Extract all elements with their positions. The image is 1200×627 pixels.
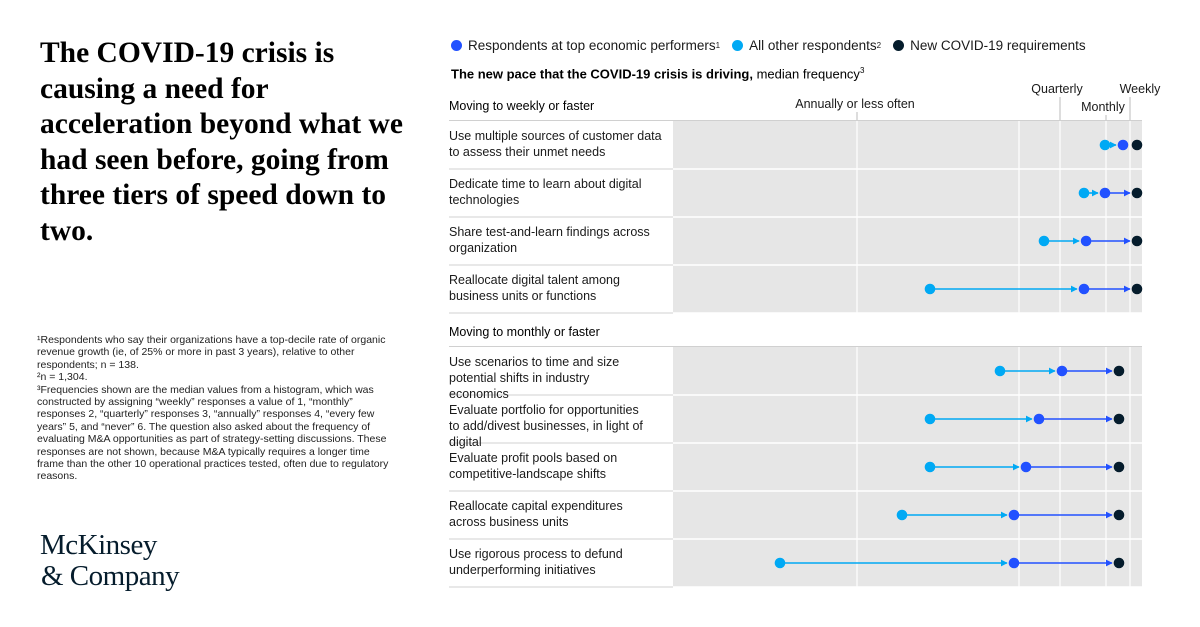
logo-line-2: & Company [41, 560, 180, 592]
row-label-line: across business units [449, 515, 569, 529]
row-label-line: economics [449, 387, 509, 401]
x-tick-label: Monthly [1081, 100, 1126, 114]
row-label-line: Evaluate portfolio for opportunities [449, 403, 639, 417]
legend-label-other: All other respondents [749, 38, 877, 53]
row-label-line: potential shifts in industry [449, 371, 590, 385]
row-label-line: Use multiple sources of customer data [449, 129, 662, 143]
headline: The COVID-19 crisis is causing a need fo… [40, 37, 403, 247]
legend-item-new: New COVID-19 requirements [893, 38, 1086, 53]
row-label-line: business units or functions [449, 289, 596, 303]
legend-label-new: New COVID-19 requirements [910, 38, 1086, 53]
row-label: Use multiple sources of customer data to … [449, 129, 662, 159]
legend-label-top: Respondents at top economic performers [468, 38, 716, 53]
row-label-line: Evaluate profit pools based on [449, 451, 617, 465]
dot-other [896, 509, 908, 521]
row-label-line: to add/divest businesses, in light of [449, 419, 643, 433]
dot-new [1113, 509, 1125, 521]
dot-top [1008, 557, 1020, 569]
dot-new [1113, 461, 1125, 473]
row-label-line: digital [449, 435, 482, 449]
dot-other [994, 365, 1006, 377]
group-title: Moving to weekly or faster [449, 99, 594, 113]
dot-other [924, 461, 936, 473]
row-label: Evaluate portfolio for opportunities to a… [449, 403, 643, 449]
row-label-line: Dedicate time to learn about digital [449, 177, 641, 191]
row-label-line: Share test-and-learn findings across [449, 225, 650, 239]
dot-new [1113, 365, 1125, 377]
footnote-3: ³Frequencies shown are the median values… [37, 383, 389, 483]
dot-new [1131, 283, 1143, 295]
row-label: Use scenarios to time and size potential … [449, 355, 619, 401]
footnotes: ¹Respondents who say their organizations… [37, 334, 397, 483]
row-label: Reallocate capital expenditures across bu… [449, 499, 623, 529]
dot-top [1099, 187, 1111, 199]
dot-other [1099, 139, 1111, 151]
dot-new [1113, 413, 1125, 425]
row-label-line: Reallocate digital talent among [449, 273, 620, 287]
group-title: Moving to monthly or faster [449, 325, 600, 339]
row-label: Share test-and-learn findings across orga… [449, 225, 650, 255]
footnote-1: ¹Respondents who say their organizations… [37, 334, 386, 371]
legend-sup-other: 2 [876, 41, 882, 50]
row-label: Dedicate time to learn about digital tech… [449, 177, 641, 207]
row-label: Reallocate digital talent among business … [449, 273, 620, 303]
chart-legend: Respondents at top economic performers 1 … [451, 38, 1098, 53]
dot-new [1131, 139, 1143, 151]
dot-new [1131, 235, 1143, 247]
legend-item-other: All other respondents 2 [732, 38, 881, 53]
dot-new [1131, 187, 1143, 199]
footnote-2: ²n = 1,304. [37, 371, 88, 384]
subtitle-bold: The new pace that the COVID-19 crisis is… [451, 66, 753, 82]
dot-other [924, 283, 936, 295]
chart-subtitle: The new pace that the COVID-19 crisis is… [451, 66, 864, 81]
dot-other [774, 557, 786, 569]
row-label-line: underperforming initiatives [449, 563, 596, 577]
dot-top [1056, 365, 1068, 377]
dot-top [1008, 509, 1020, 521]
subtitle-sup: 3 [859, 66, 865, 75]
legend-dot-new [893, 40, 905, 51]
logo-line-1: McKinsey [40, 529, 157, 561]
row-label-line: to assess their unmet needs [449, 145, 605, 159]
legend-dot-other [732, 40, 744, 51]
row-label: Evaluate profit pools based on competitiv… [449, 451, 617, 481]
legend-item-top: Respondents at top economic performers 1 [451, 38, 720, 53]
row-label-line: competitive-landscape shifts [449, 467, 606, 481]
dot-new [1113, 557, 1125, 569]
subtitle-normal: median frequency [752, 66, 860, 82]
dot-top [1033, 413, 1045, 425]
row-label-line: technologies [449, 193, 519, 207]
x-tick-label: Quarterly [1031, 82, 1083, 96]
dot-top [1080, 235, 1092, 247]
x-tick-label: Weekly [1120, 82, 1162, 96]
dot-top [1117, 139, 1129, 151]
row-label-line: Use scenarios to time and size [449, 355, 619, 369]
dot-top [1078, 283, 1090, 295]
dot-other [1038, 235, 1050, 247]
row-label-line: Reallocate capital expenditures [449, 499, 623, 513]
x-tick-label: Annually or less often [795, 97, 915, 111]
mckinsey-logo: McKinsey & Company [40, 529, 180, 592]
row-label-line: Use rigorous process to defund [449, 547, 623, 561]
legend-dot-top [451, 40, 462, 51]
dot-top [1020, 461, 1032, 473]
row-label: Use rigorous process to defund underperfo… [449, 547, 623, 577]
row-label-line: organization [449, 241, 517, 255]
legend-sup-top: 1 [715, 41, 721, 50]
dot-other [924, 413, 936, 425]
dot-other [1078, 187, 1090, 199]
